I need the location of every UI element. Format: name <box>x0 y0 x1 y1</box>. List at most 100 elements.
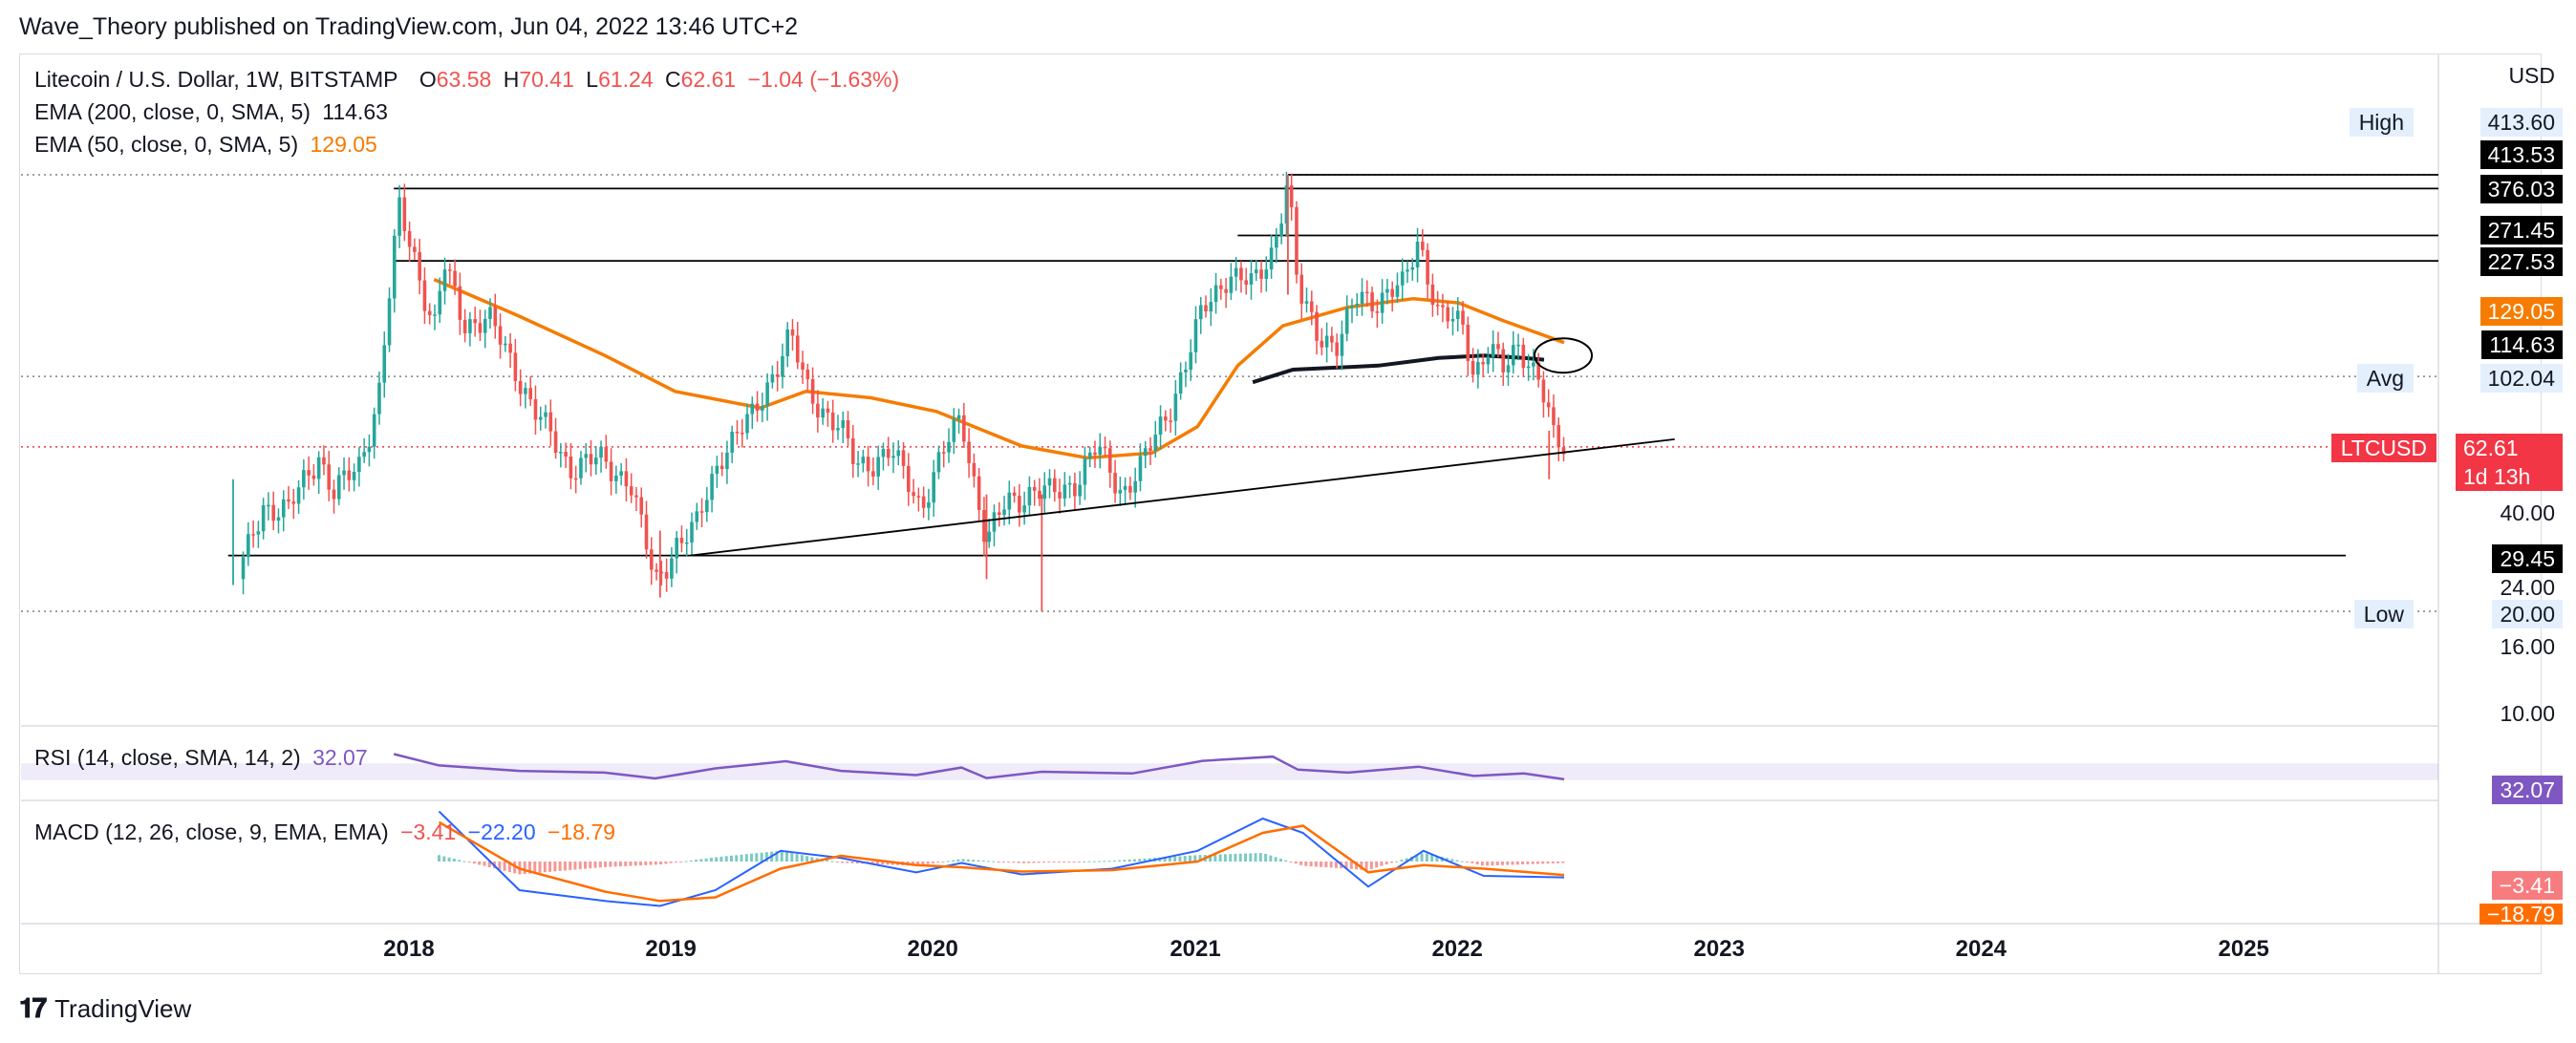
candle-body <box>407 230 412 247</box>
candle-body <box>1400 271 1405 286</box>
candle-body <box>1027 486 1032 506</box>
macd-histogram-bar <box>1238 853 1242 862</box>
macd-histogram-bar <box>961 859 965 862</box>
macd-histogram-bar <box>1274 857 1277 862</box>
macd-histogram-bar <box>729 855 733 862</box>
legend-ema200[interactable]: EMA (200, close, 0, SMA, 5) 114.63 <box>34 99 394 125</box>
candle-body <box>962 415 966 442</box>
macd-histogram-bar <box>644 862 648 865</box>
candle-body <box>846 420 850 438</box>
ema50-line <box>433 277 1565 460</box>
candle-body <box>247 534 250 558</box>
legend-rsi[interactable]: RSI (14, close, SMA, 14, 2) 32.07 <box>34 745 374 771</box>
macd-histogram-bar <box>775 851 779 862</box>
candle-body <box>1204 305 1208 312</box>
macd-pane <box>438 810 1565 907</box>
candle-body <box>1279 224 1283 237</box>
ema200-value: 114.63 <box>322 99 388 124</box>
candle-body <box>1158 416 1163 436</box>
candle-body <box>1259 269 1263 279</box>
macd-histogram-bar <box>553 862 557 872</box>
macd-histogram-bar <box>1132 859 1136 862</box>
currency-label: USD <box>2508 63 2555 88</box>
candle-body <box>936 452 941 473</box>
macd-histogram-bar <box>1430 854 1434 862</box>
brand-logo[interactable]: 𝟏𝟕 TradingView <box>19 993 191 1025</box>
macd-histogram-bar <box>1299 862 1303 865</box>
candle-body <box>725 452 729 470</box>
candle-body <box>1113 472 1117 494</box>
candle-body <box>579 458 583 479</box>
candle-body <box>1526 366 1531 369</box>
candle-body <box>307 470 311 476</box>
macd-histogram-bar <box>1420 853 1424 862</box>
candle-body <box>1002 509 1006 516</box>
candle-body <box>1390 288 1394 297</box>
candle-body <box>267 504 270 507</box>
macd-histogram-bar <box>1107 861 1111 862</box>
candle-body <box>1133 480 1137 493</box>
tradingview-logo-icon: 𝟏𝟕 <box>19 993 47 1023</box>
candle-body <box>327 464 332 490</box>
chart-frame[interactable] <box>19 53 2542 974</box>
candle-body <box>483 318 487 333</box>
candle-body <box>982 509 986 543</box>
candle-body <box>850 437 855 464</box>
candle-body <box>992 512 997 532</box>
legend-ema50[interactable]: EMA (50, close, 0, SMA, 5) 129.05 <box>34 132 383 158</box>
candle-body <box>1224 288 1228 293</box>
candle-body <box>896 450 901 457</box>
drawings <box>690 337 1675 557</box>
candle-body <box>1209 302 1213 312</box>
candle-body <box>816 403 820 418</box>
macd-histogram-bar <box>795 854 799 862</box>
ema200-axis-tag: 114.63 <box>2481 330 2563 359</box>
macd-histogram-bar <box>1178 856 1182 862</box>
macd-histogram-bar <box>1435 856 1439 862</box>
macd-histogram-bar <box>573 862 577 870</box>
legend-macd[interactable]: MACD (12, 26, close, 9, EMA, EMA) −3.41 … <box>34 820 621 845</box>
macd-line-value: −22.20 <box>467 820 536 844</box>
macd-histogram-bar <box>1173 856 1177 862</box>
candle-body <box>775 373 780 377</box>
candle-body <box>941 452 946 454</box>
candle-body <box>695 511 699 522</box>
candle-body <box>504 343 507 346</box>
candle-body <box>624 471 629 487</box>
candle-body <box>442 269 447 291</box>
candle-body <box>1299 274 1304 304</box>
macd-histogram-bar <box>1360 862 1363 870</box>
candle-body <box>296 487 301 504</box>
macd-histogram-bar <box>1425 853 1428 862</box>
macd-histogram-bar <box>1243 853 1247 862</box>
macd-histogram-bar <box>533 862 537 874</box>
candle-body <box>281 499 286 518</box>
macd-histogram-bar <box>584 862 588 869</box>
macd-histogram-bar <box>972 860 976 862</box>
candle-body <box>1128 485 1132 493</box>
macd-histogram-bar <box>1450 859 1454 862</box>
macd-histogram-bar <box>790 853 794 862</box>
macd-histogram-bar <box>1123 860 1127 862</box>
macd-histogram-bar <box>1249 853 1253 862</box>
macd-histogram-bar <box>1188 855 1191 862</box>
candle-body <box>675 538 678 559</box>
macd-histogram-bar <box>724 856 728 862</box>
candle-body <box>1324 335 1329 348</box>
macd-histogram-bar <box>1254 853 1257 862</box>
ema50-axis-tag: 129.05 <box>2479 297 2563 326</box>
rsi-band <box>21 763 2438 780</box>
candle-body <box>311 475 316 479</box>
candle-body <box>735 431 740 434</box>
macd-histogram-bar <box>1278 859 1282 862</box>
ema-lines <box>433 277 1565 460</box>
candle-body <box>977 476 981 510</box>
tick-40: 40.00 <box>2500 500 2555 525</box>
candle-body <box>498 326 503 345</box>
high-value: 70.41 <box>519 67 574 92</box>
ema50-value: 129.05 <box>310 132 377 157</box>
macd-histogram-bar <box>1355 862 1359 870</box>
macd-histogram-bar <box>1526 862 1530 864</box>
candle-body <box>357 457 361 473</box>
